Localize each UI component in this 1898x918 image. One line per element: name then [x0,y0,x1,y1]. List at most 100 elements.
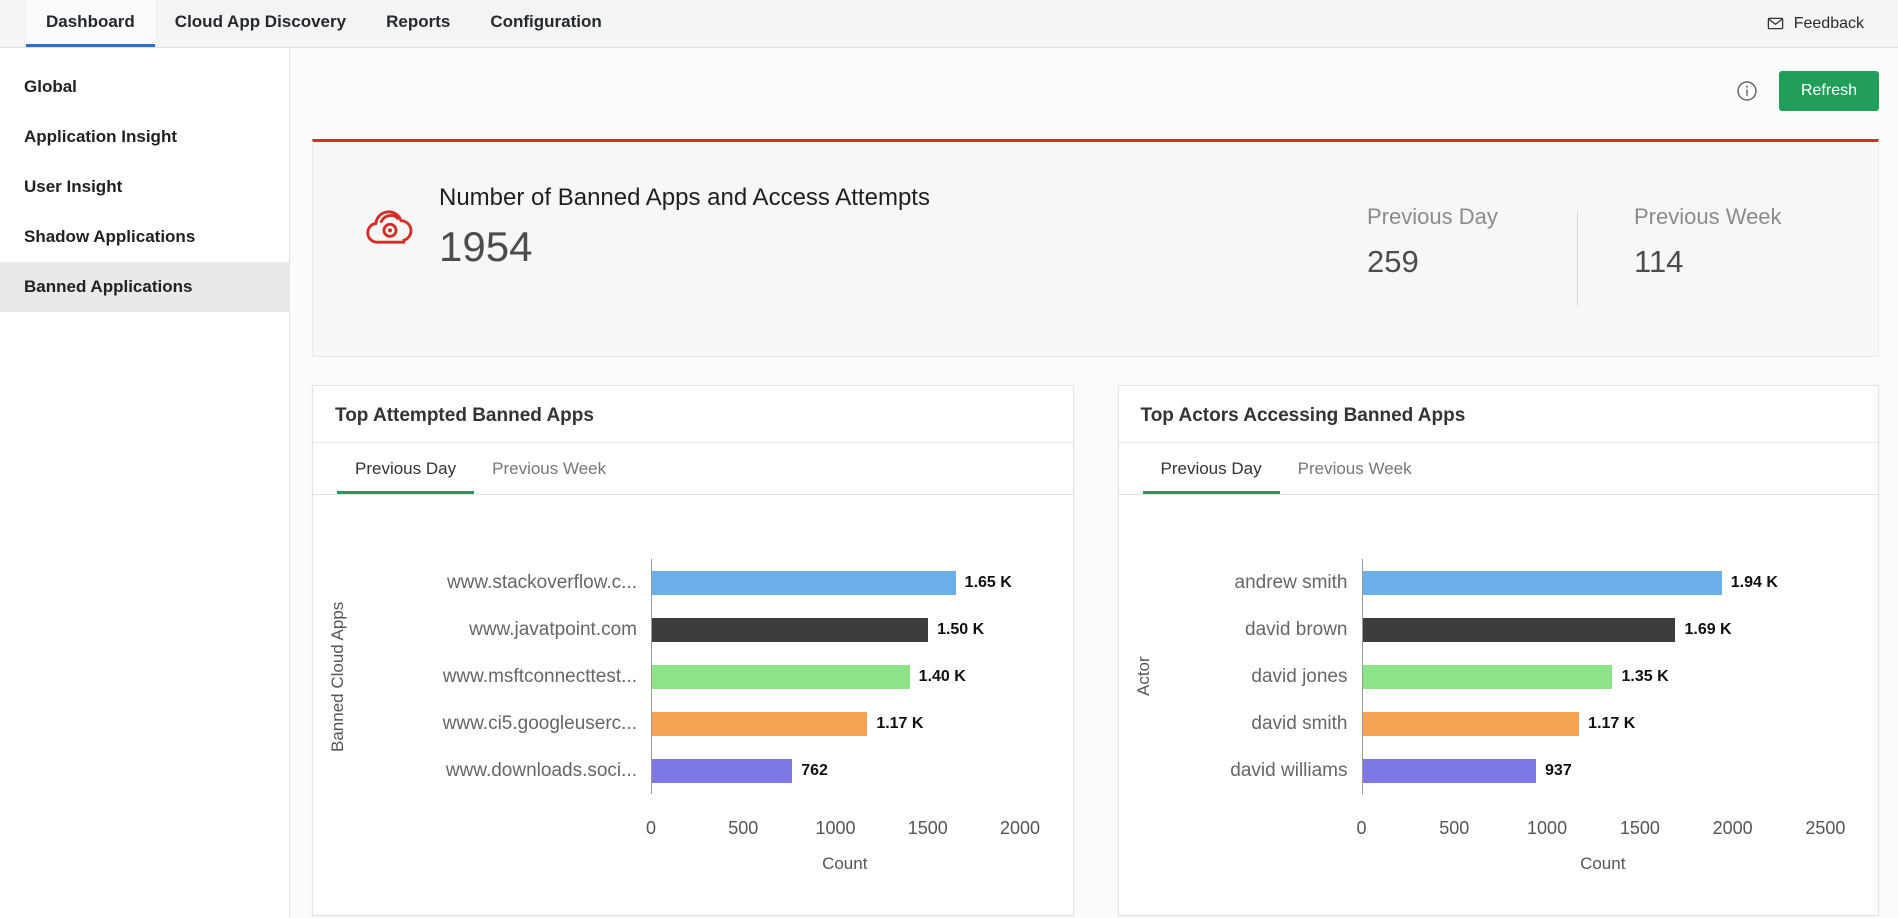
x-axis-title: Count [822,854,868,873]
bar-chart-actors: Actor andrew smith 1.94 K david brown 1.… [1119,495,1879,874]
chart-row: david jones 1.35 K [1157,653,1845,700]
bar[interactable] [652,664,910,689]
stat-previous-week: Previous Week 114 [1634,204,1834,326]
info-icon[interactable] [1735,79,1759,103]
y-axis-title: Actor [1133,656,1153,697]
bar-track: 1.65 K [651,559,1039,606]
category-label: david jones [1251,665,1348,687]
toolbar: Refresh [312,48,1879,111]
category-label: www.stackoverflow.c... [446,571,637,593]
bar[interactable] [652,570,956,595]
summary-title: Number of Banned Apps and Access Attempt… [439,184,930,211]
chart-row: www.stackoverflow.c... 1.65 K [351,559,1039,606]
bar-value-label: 1.17 K [1588,714,1636,732]
bar-chart-banned-apps: Banned Cloud Apps www.stackoverflow.c...… [313,495,1073,874]
stat-previous-day: Previous Day 259 [1367,204,1567,326]
x-tick-label: 500 [728,818,759,838]
chart-row: www.msftconnecttest... 1.40 K [351,653,1039,700]
x-tick-label: 2500 [1805,818,1846,838]
bar-track: 1.50 K [651,606,1039,653]
banned-cloud-app-icon [361,198,423,326]
bar[interactable] [652,617,929,642]
bar[interactable] [652,758,793,783]
summary-stats: Previous Day 259 Previous Week 114 [1367,178,1834,326]
stat-label: Previous Day [1367,204,1498,229]
x-tick-label: 0 [645,818,657,838]
bar-track: 1.17 K [1361,700,1845,747]
bar-value-label: 1.35 K [1621,667,1669,685]
chart-tab-previous-day[interactable]: Previous Day [1142,443,1280,494]
sidebar-item-user-insight[interactable]: User Insight [24,177,123,196]
category-label: andrew smith [1234,571,1348,593]
chart-title: Top Actors Accessing Banned Apps [1118,386,1878,443]
nav-tab-cloud-app-discovery[interactable]: Cloud App Discovery [174,12,347,31]
category-label: david smith [1251,712,1348,734]
bar[interactable] [1362,711,1580,736]
bar-value-label: 1.50 K [937,620,985,638]
x-tick-label: 0 [1356,818,1367,838]
x-tick-label: 2000 [1712,818,1753,838]
bar[interactable] [1362,617,1676,642]
feedback-label: Feedback [1793,14,1864,32]
chart-tabs: Previous Day Previous Week [313,443,1073,495]
chart-tab-previous-day[interactable]: Previous Day [337,443,475,494]
x-axis-title: Count [1580,854,1626,873]
chart-card-top-attempted-banned-apps: Top Attempted Banned Apps Previous Day P… [312,385,1074,916]
bar-value-label: 762 [801,761,828,779]
bar-value-label: 937 [1545,761,1572,779]
bar-track: 937 [1361,747,1845,794]
sidebar-item-shadow-applications[interactable]: Shadow Applications [24,227,196,246]
top-nav-tabs: Dashboard Cloud App Discovery Reports Co… [26,0,622,47]
bar-value-label: 1.94 K [1730,573,1778,591]
chart-title: Top Attempted Banned Apps [313,386,1073,443]
x-tick-label: 1000 [815,818,856,838]
chart-card-top-actors: Top Actors Accessing Banned Apps Previou… [1117,385,1879,916]
chart-row: david smith 1.17 K [1157,700,1845,747]
nav-tab-configuration[interactable]: Configuration [490,12,602,31]
x-tick-label: 2000 [1000,818,1041,838]
chart-tab-previous-week[interactable]: Previous Week [1297,459,1412,478]
main-content: Refresh Number of Banned Apps and Access… [290,48,1898,918]
x-tick-label: 1000 [1527,818,1568,838]
x-tick-label: 1500 [1619,818,1660,838]
bar-track: 1.40 K [651,653,1039,700]
sidebar-item-banned-applications[interactable]: Banned Applications [0,262,289,312]
chart-row: andrew smith 1.94 K [1157,559,1845,606]
bar[interactable] [1362,664,1613,689]
summary-total-value: 1954 [439,223,533,270]
nav-tab-dashboard[interactable]: Dashboard [26,0,155,47]
bar-value-label: 1.65 K [964,573,1012,591]
stat-value: 114 [1634,244,1684,279]
bar-track: 762 [651,747,1039,794]
x-tick-label: 500 [1439,818,1470,838]
summary-card: Number of Banned Apps and Access Attempt… [312,139,1879,357]
stat-divider [1577,210,1578,306]
bar-track: 1.94 K [1361,559,1845,606]
chart-tab-previous-week[interactable]: Previous Week [492,459,607,478]
bar-track: 1.35 K [1361,653,1845,700]
bar-value-label: 1.17 K [876,714,924,732]
sidebar-item-global[interactable]: Global [24,77,77,96]
sidebar-item-application-insight[interactable]: Application Insight [24,127,177,146]
envelope-icon [1766,14,1785,33]
y-axis-title: Banned Cloud Apps [328,601,347,752]
chart-row: david brown 1.69 K [1157,606,1845,653]
x-tick-label: 1500 [907,818,948,838]
chart-row: www.downloads.soci... 762 [351,747,1039,794]
stat-value: 259 [1367,244,1419,279]
chart-tabs: Previous Day Previous Week [1118,443,1878,495]
stat-label: Previous Week [1634,204,1782,229]
category-label: www.javatpoint.com [469,618,637,640]
refresh-button[interactable]: Refresh [1778,71,1879,111]
bar[interactable] [1362,570,1722,595]
feedback-button[interactable]: Feedback [1766,14,1864,33]
category-label: david brown [1245,618,1348,640]
bar[interactable] [652,711,868,736]
chart-row: david williams 937 [1157,747,1845,794]
chart-row: www.ci5.googleuserc... 1.17 K [351,700,1039,747]
category-label: www.msftconnecttest... [442,665,637,687]
bar[interactable] [1362,758,1537,783]
bar-value-label: 1.69 K [1684,620,1732,638]
bar-track: 1.17 K [651,700,1039,747]
nav-tab-reports[interactable]: Reports [386,12,451,31]
